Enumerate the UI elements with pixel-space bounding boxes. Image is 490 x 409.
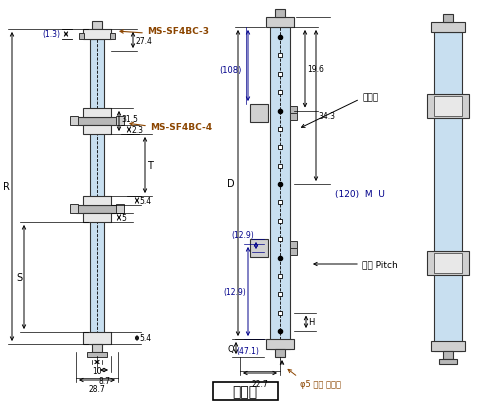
Bar bbox=[83, 109, 111, 118]
Bar bbox=[83, 213, 111, 222]
Bar bbox=[427, 95, 469, 119]
Bar bbox=[116, 117, 124, 126]
Text: 5.4: 5.4 bbox=[139, 334, 151, 343]
Text: 5: 5 bbox=[121, 214, 126, 223]
Bar bbox=[290, 241, 297, 248]
Bar bbox=[87, 352, 107, 357]
Text: (12.9): (12.9) bbox=[223, 287, 246, 296]
Text: S: S bbox=[16, 272, 22, 282]
Bar bbox=[266, 339, 294, 349]
Text: (12.9): (12.9) bbox=[231, 231, 254, 240]
Text: H: H bbox=[308, 317, 315, 326]
Bar bbox=[427, 252, 469, 275]
Text: T: T bbox=[147, 161, 153, 171]
Bar bbox=[76, 205, 118, 213]
Bar bbox=[83, 126, 111, 135]
Bar bbox=[443, 351, 453, 359]
Text: 31.5: 31.5 bbox=[121, 115, 138, 124]
Text: 34.3: 34.3 bbox=[318, 112, 335, 121]
Text: 5.4: 5.4 bbox=[139, 197, 151, 206]
Text: (47.1): (47.1) bbox=[236, 347, 259, 356]
Bar bbox=[431, 341, 465, 351]
Bar bbox=[70, 117, 78, 126]
Bar bbox=[434, 97, 462, 117]
Bar bbox=[116, 204, 124, 213]
Text: (120)  M  U: (120) M U bbox=[335, 190, 385, 199]
Bar bbox=[70, 204, 78, 213]
Bar bbox=[290, 248, 297, 255]
Bar bbox=[250, 239, 268, 257]
Bar bbox=[443, 15, 453, 23]
Bar bbox=[270, 28, 290, 349]
Bar bbox=[250, 105, 268, 123]
Bar bbox=[110, 34, 115, 40]
Text: 투광기: 투광기 bbox=[232, 384, 258, 398]
Bar bbox=[266, 18, 294, 28]
Bar bbox=[434, 33, 462, 351]
Text: (1.3): (1.3) bbox=[42, 30, 60, 39]
Text: (108): (108) bbox=[220, 66, 242, 75]
Text: D: D bbox=[227, 179, 235, 189]
Text: 검출폭: 검출폭 bbox=[362, 93, 378, 102]
Bar bbox=[431, 23, 465, 33]
Bar bbox=[290, 114, 297, 121]
Text: 27.4: 27.4 bbox=[135, 36, 152, 45]
Text: 22.7: 22.7 bbox=[252, 379, 269, 388]
Bar bbox=[90, 40, 104, 344]
Bar bbox=[76, 118, 118, 126]
Bar bbox=[290, 107, 297, 114]
Bar bbox=[92, 22, 102, 30]
Bar bbox=[83, 196, 111, 205]
Text: 28.7: 28.7 bbox=[89, 384, 105, 393]
Bar bbox=[275, 349, 285, 357]
Text: R: R bbox=[3, 182, 10, 192]
Text: MS-SF4BC-3: MS-SF4BC-3 bbox=[147, 27, 209, 36]
Bar bbox=[275, 10, 285, 18]
Text: 8.7: 8.7 bbox=[98, 376, 110, 385]
Text: 10: 10 bbox=[92, 366, 102, 375]
Bar bbox=[92, 344, 102, 352]
Bar bbox=[434, 254, 462, 273]
Bar bbox=[213, 382, 278, 400]
Text: Q: Q bbox=[227, 345, 234, 354]
Text: φ5 회색 케이블: φ5 회색 케이블 bbox=[300, 379, 341, 388]
Text: 광축 Pitch: 광축 Pitch bbox=[362, 260, 398, 269]
Text: 2.3: 2.3 bbox=[131, 126, 143, 135]
Bar bbox=[83, 30, 111, 40]
Bar bbox=[439, 359, 457, 364]
Bar bbox=[79, 34, 84, 40]
Text: MS-SF4BC-4: MS-SF4BC-4 bbox=[150, 122, 212, 131]
Bar bbox=[83, 332, 111, 344]
Text: 19.6: 19.6 bbox=[307, 65, 324, 74]
